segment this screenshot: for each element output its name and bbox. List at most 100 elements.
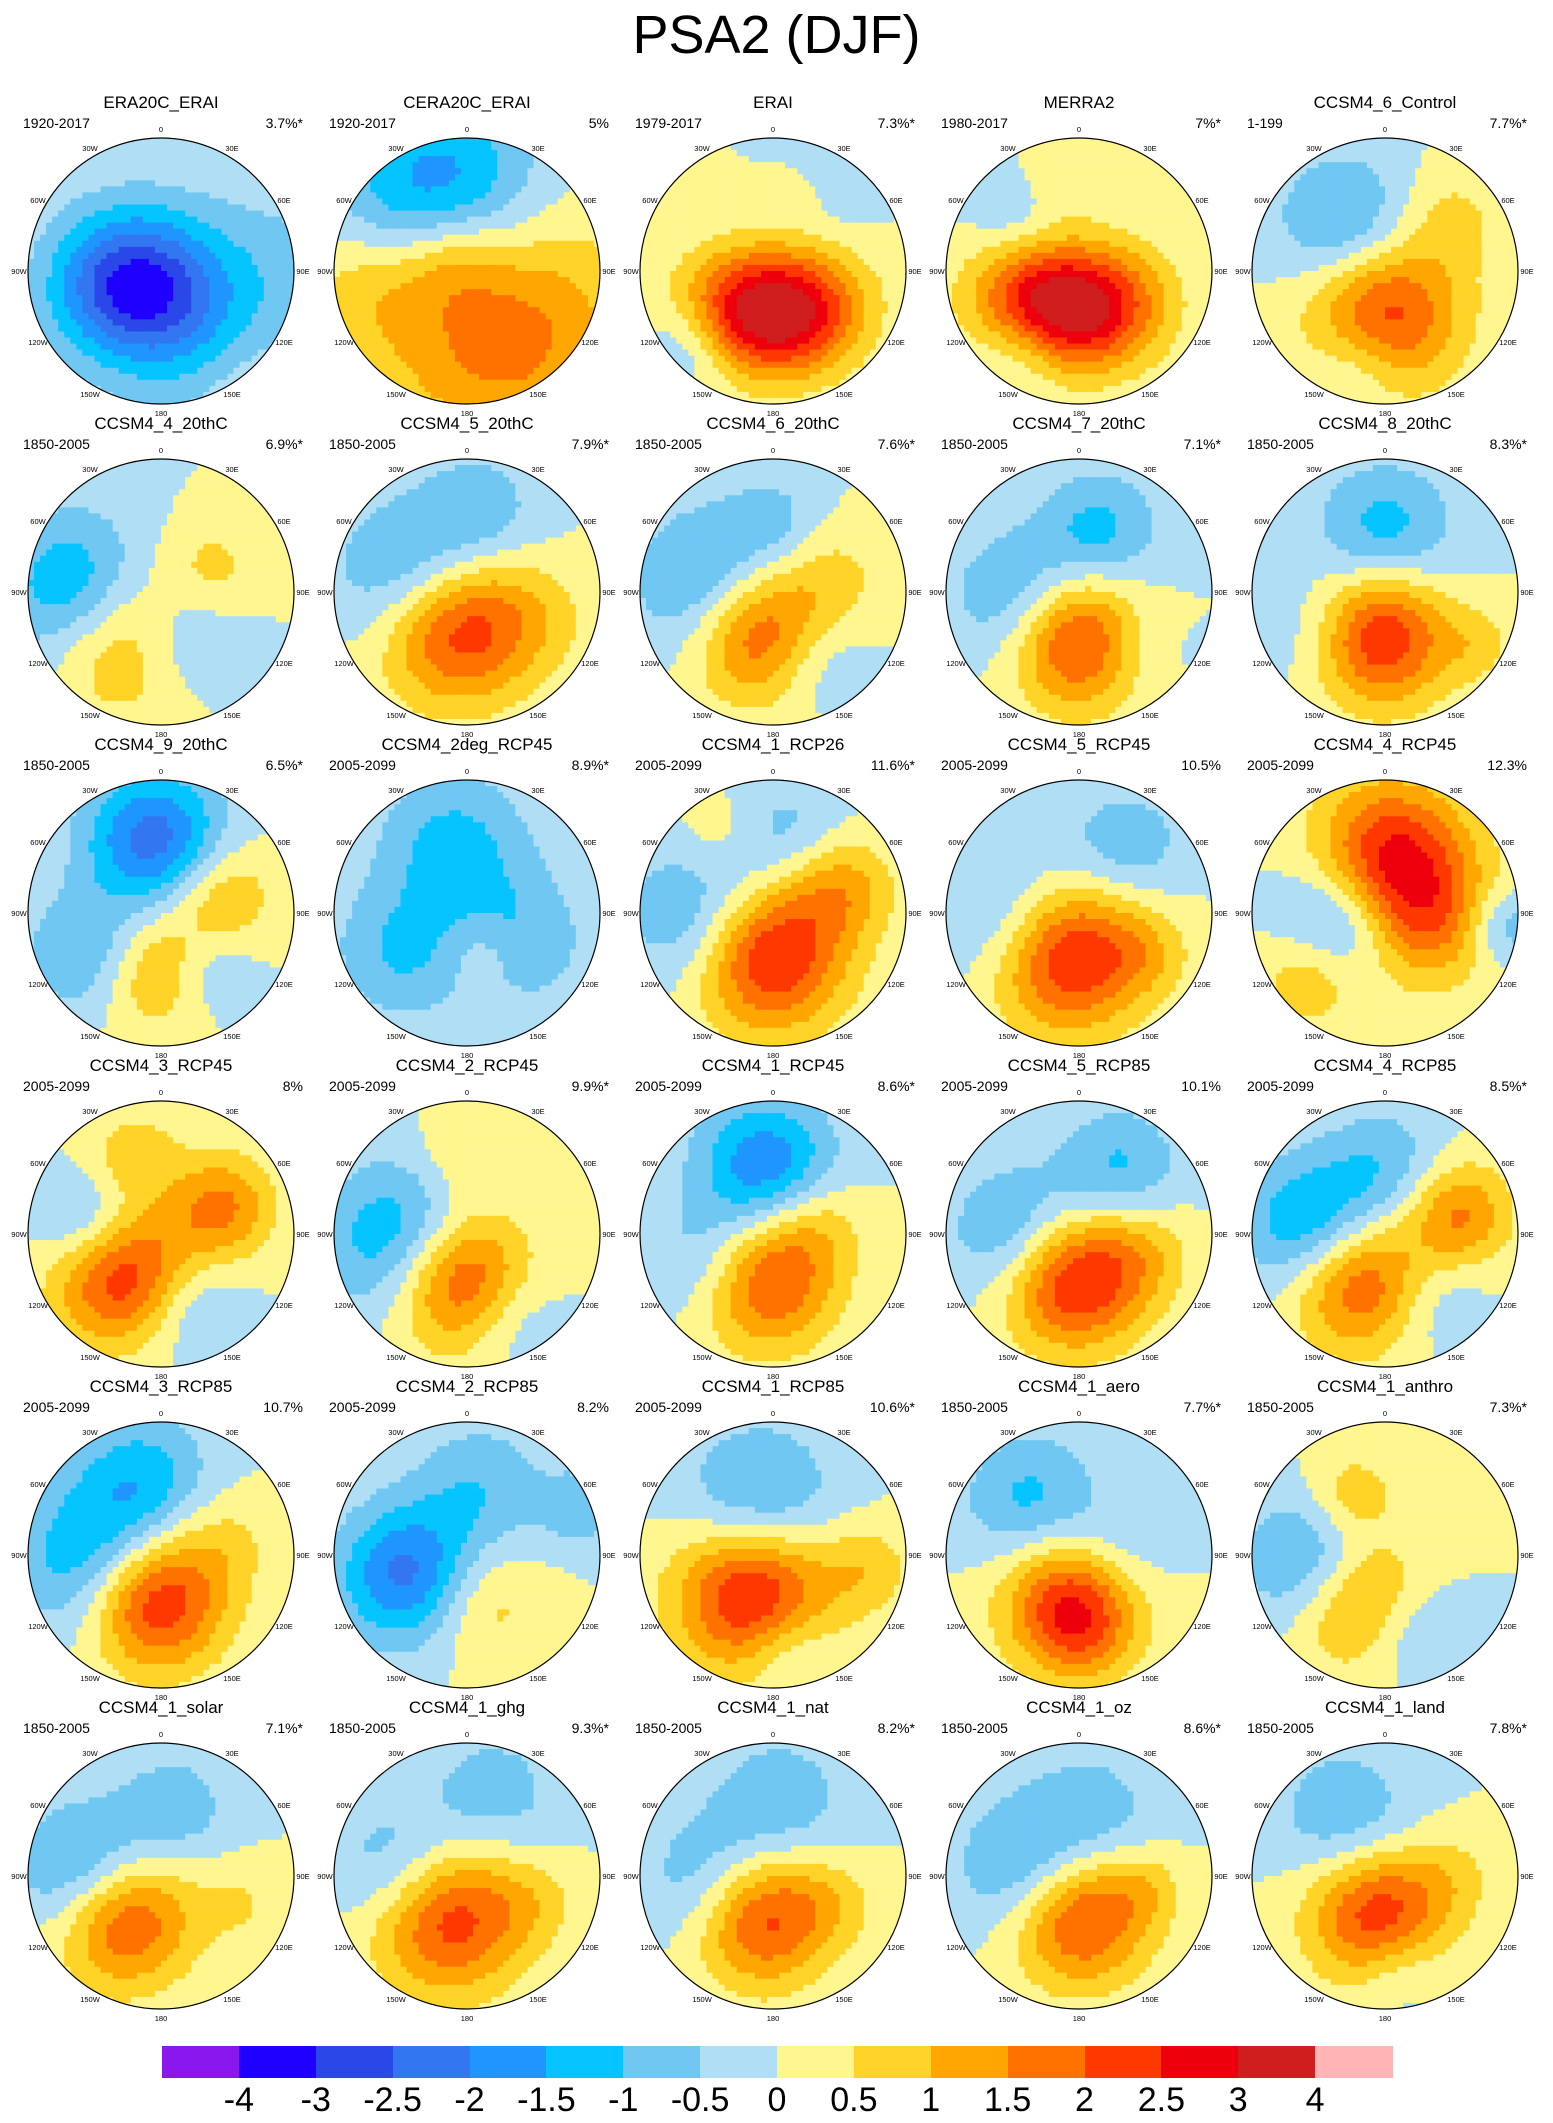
panel-period: 1979-2017	[635, 114, 702, 132]
contour-field	[28, 780, 294, 1046]
longitude-label: 120W	[334, 659, 355, 668]
panel-variance: 7.8%*	[1490, 1719, 1527, 1737]
longitude-label: 90E	[1214, 267, 1227, 276]
longitude-label: 120W	[946, 980, 967, 989]
longitude-label: 90E	[1214, 1872, 1227, 1881]
longitude-label: 60E	[1195, 1159, 1208, 1168]
longitude-label: 120W	[1252, 980, 1273, 989]
panel-variance: 8%	[283, 1077, 303, 1095]
colorbar-swatch	[238, 2046, 317, 2078]
colorbar-swatch	[392, 2046, 470, 2078]
polar-stereographic-map: 0 30E 60E 90E 120E 150E 180 150W 120W 90W 60W 30W	[11, 446, 309, 739]
polar-stereographic-map: 0 30E 60E 90E 120E 150E 180 150W 120W 90W 60W 30W	[317, 1409, 615, 1702]
longitude-label: 120W	[640, 338, 661, 347]
longitude-label: 0	[1077, 1088, 1081, 1097]
panel-period: 2005-2099	[23, 1398, 90, 1416]
map-panel: CCSM4_9_20thC 1850-2005 6.5%* 0 30E 60E 90E 120…	[11, 735, 311, 1060]
panel-variance: 9.3%*	[572, 1719, 609, 1737]
longitude-label: 30W	[82, 1749, 98, 1758]
longitude-label: 120W	[1252, 659, 1273, 668]
colorbar-label: 1	[901, 2082, 961, 2118]
map-border	[945, 458, 1213, 726]
longitude-label: 180	[1073, 2014, 1086, 2023]
longitude-label: 90W	[11, 1230, 27, 1239]
longitude-label: 60W	[30, 1159, 46, 1168]
longitude-label: 120E	[275, 659, 293, 668]
longitude-label: 180	[461, 409, 474, 418]
longitude-label: 120E	[1499, 338, 1517, 347]
longitude-label: 30E	[225, 1749, 238, 1758]
contour-field	[28, 1743, 294, 2009]
longitude-label: 30W	[1000, 1107, 1016, 1116]
longitude-label: 90E	[296, 1230, 309, 1239]
longitude-label: 150E	[529, 711, 547, 720]
polar-stereographic-map: 0 30E 60E 90E 120E 150E 180 150W 120W 90W 60W 30W	[623, 1088, 921, 1381]
colorbar-swatch	[1315, 2046, 1393, 2078]
longitude-label: 60E	[1501, 1159, 1514, 1168]
longitude-label: 150E	[1141, 1353, 1159, 1362]
longitude-label: 30E	[1143, 465, 1156, 474]
longitude-label: 0	[1383, 1730, 1387, 1739]
longitude-label: 180	[155, 1693, 168, 1702]
map-panel: CCSM4_4_RCP85 2005-2099 8.5%* 0 30E 60E 90E 120…	[1235, 1056, 1535, 1381]
panel-title: CCSM4_7_20thC	[929, 414, 1229, 434]
contour-field	[334, 1743, 600, 2009]
panel-title: CCSM4_4_RCP45	[1235, 735, 1535, 755]
panel-period: 1850-2005	[23, 756, 90, 774]
longitude-label: 90W	[11, 1551, 27, 1560]
longitude-label: 150W	[998, 1674, 1019, 1683]
longitude-label: 90E	[602, 1551, 615, 1560]
longitude-label: 120E	[581, 338, 599, 347]
longitude-label: 180	[1073, 1051, 1086, 1060]
contour-field	[640, 1422, 906, 1688]
longitude-label: 120E	[1499, 1622, 1517, 1631]
longitude-label: 0	[1077, 767, 1081, 776]
contour-field	[946, 780, 1212, 1046]
polar-stereographic-map: 0 30E 60E 90E 120E 150E 180 150W 120W 90W 60W 30W	[317, 446, 615, 739]
longitude-label: 150W	[1304, 1995, 1325, 2004]
panel-period: 1920-2017	[23, 114, 90, 132]
longitude-label: 60E	[1501, 1480, 1514, 1489]
longitude-label: 30E	[1143, 1749, 1156, 1758]
longitude-label: 30W	[1306, 144, 1322, 153]
map-border	[27, 137, 295, 405]
longitude-label: 90E	[296, 267, 309, 276]
longitude-label: 0	[1383, 767, 1387, 776]
longitude-label: 90E	[1520, 1872, 1533, 1881]
colorbar-swatch	[546, 2046, 624, 2078]
polar-stereographic-map: 0 30E 60E 90E 120E 150E 180 150W 120W 90W 60W 30W	[11, 1088, 309, 1381]
longitude-label: 150W	[1304, 1353, 1325, 1362]
longitude-label: 30W	[388, 144, 404, 153]
colorbar-label: 3	[1208, 2082, 1268, 2118]
contour-field	[640, 138, 906, 404]
colorbar-swatch	[623, 2046, 701, 2078]
panel-variance: 3.7%*	[266, 114, 303, 132]
longitude-label: 30W	[1306, 465, 1322, 474]
longitude-label: 180	[461, 2014, 474, 2023]
longitude-label: 120E	[581, 659, 599, 668]
longitude-label: 180	[1073, 1372, 1086, 1381]
map-border	[1251, 1421, 1519, 1689]
longitude-label: 90E	[602, 267, 615, 276]
longitude-label: 30E	[837, 465, 850, 474]
panel-title: CCSM4_3_RCP45	[11, 1056, 311, 1076]
map-border	[945, 779, 1213, 1047]
longitude-label: 120W	[334, 1622, 355, 1631]
longitude-label: 30E	[1449, 1749, 1462, 1758]
panel-variance: 10.6%*	[870, 1398, 915, 1416]
panel-period: 1850-2005	[329, 435, 396, 453]
longitude-label: 30W	[388, 465, 404, 474]
colorbar-label: -4	[209, 2082, 269, 2118]
longitude-label: 180	[1073, 730, 1086, 739]
map-border	[333, 1742, 601, 2010]
longitude-label: 90W	[929, 909, 945, 918]
panel-variance: 8.3%*	[1490, 435, 1527, 453]
longitude-label: 60W	[30, 1480, 46, 1489]
longitude-label: 90E	[1214, 1230, 1227, 1239]
polar-stereographic-map: 0 30E 60E 90E 120E 150E 180 150W 120W 90W 60W 30W	[929, 767, 1227, 1060]
panel-period: 1980-2017	[941, 114, 1008, 132]
panel-variance: 7.1%*	[1184, 435, 1221, 453]
longitude-label: 150E	[529, 1032, 547, 1041]
panel-period: 1850-2005	[635, 1719, 702, 1737]
longitude-label: 150E	[835, 1353, 853, 1362]
